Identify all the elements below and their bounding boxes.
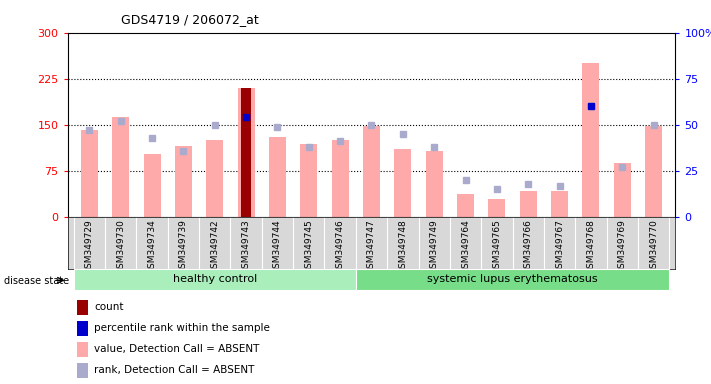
Bar	[356, 269, 669, 290]
Text: GSM349746: GSM349746	[336, 220, 345, 274]
Text: GSM349734: GSM349734	[148, 220, 156, 274]
Bar	[614, 163, 631, 217]
Bar	[175, 146, 192, 217]
Text: GSM349770: GSM349770	[649, 220, 658, 275]
Text: rank, Detection Call = ABSENT: rank, Detection Call = ABSENT	[94, 366, 255, 376]
Bar	[394, 149, 412, 217]
Text: GSM349768: GSM349768	[587, 220, 595, 275]
Bar	[269, 137, 286, 217]
Text: healthy control: healthy control	[173, 274, 257, 285]
Text: GSM349749: GSM349749	[429, 220, 439, 274]
Text: GSM349748: GSM349748	[398, 220, 407, 274]
Text: GSM349743: GSM349743	[242, 220, 251, 274]
Text: GSM349744: GSM349744	[273, 220, 282, 274]
Text: GSM349729: GSM349729	[85, 220, 94, 274]
Bar	[77, 363, 87, 378]
Bar	[77, 300, 87, 315]
Text: GSM349767: GSM349767	[555, 220, 564, 275]
Text: GSM349765: GSM349765	[492, 220, 501, 275]
Text: disease state: disease state	[4, 276, 69, 286]
Bar	[77, 342, 87, 357]
Text: GSM349745: GSM349745	[304, 220, 314, 274]
Text: GSM349769: GSM349769	[618, 220, 626, 275]
Text: GSM349766: GSM349766	[524, 220, 533, 275]
Bar	[237, 88, 255, 217]
Text: systemic lupus erythematosus: systemic lupus erythematosus	[427, 274, 598, 285]
Bar	[112, 118, 129, 217]
Bar	[144, 154, 161, 217]
Bar	[206, 140, 223, 217]
Text: value, Detection Call = ABSENT: value, Detection Call = ABSENT	[94, 344, 260, 354]
Text: GSM349730: GSM349730	[117, 220, 125, 275]
Bar	[457, 194, 474, 217]
Text: count: count	[94, 302, 124, 312]
Text: percentile rank within the sample: percentile rank within the sample	[94, 323, 270, 333]
Bar	[81, 130, 98, 217]
Bar	[426, 151, 443, 217]
Bar	[331, 140, 349, 217]
Bar	[645, 126, 662, 217]
Text: GSM349747: GSM349747	[367, 220, 376, 274]
Bar	[488, 199, 506, 217]
Bar	[77, 321, 87, 336]
Text: GDS4719 / 206072_at: GDS4719 / 206072_at	[121, 13, 259, 26]
Bar	[242, 88, 251, 217]
Bar	[551, 191, 568, 217]
Bar	[300, 144, 317, 217]
Text: GSM349764: GSM349764	[461, 220, 470, 274]
Bar	[363, 126, 380, 217]
Bar	[582, 63, 599, 217]
Bar	[520, 191, 537, 217]
Bar	[74, 269, 356, 290]
Text: GSM349739: GSM349739	[179, 220, 188, 275]
Text: GSM349742: GSM349742	[210, 220, 219, 274]
